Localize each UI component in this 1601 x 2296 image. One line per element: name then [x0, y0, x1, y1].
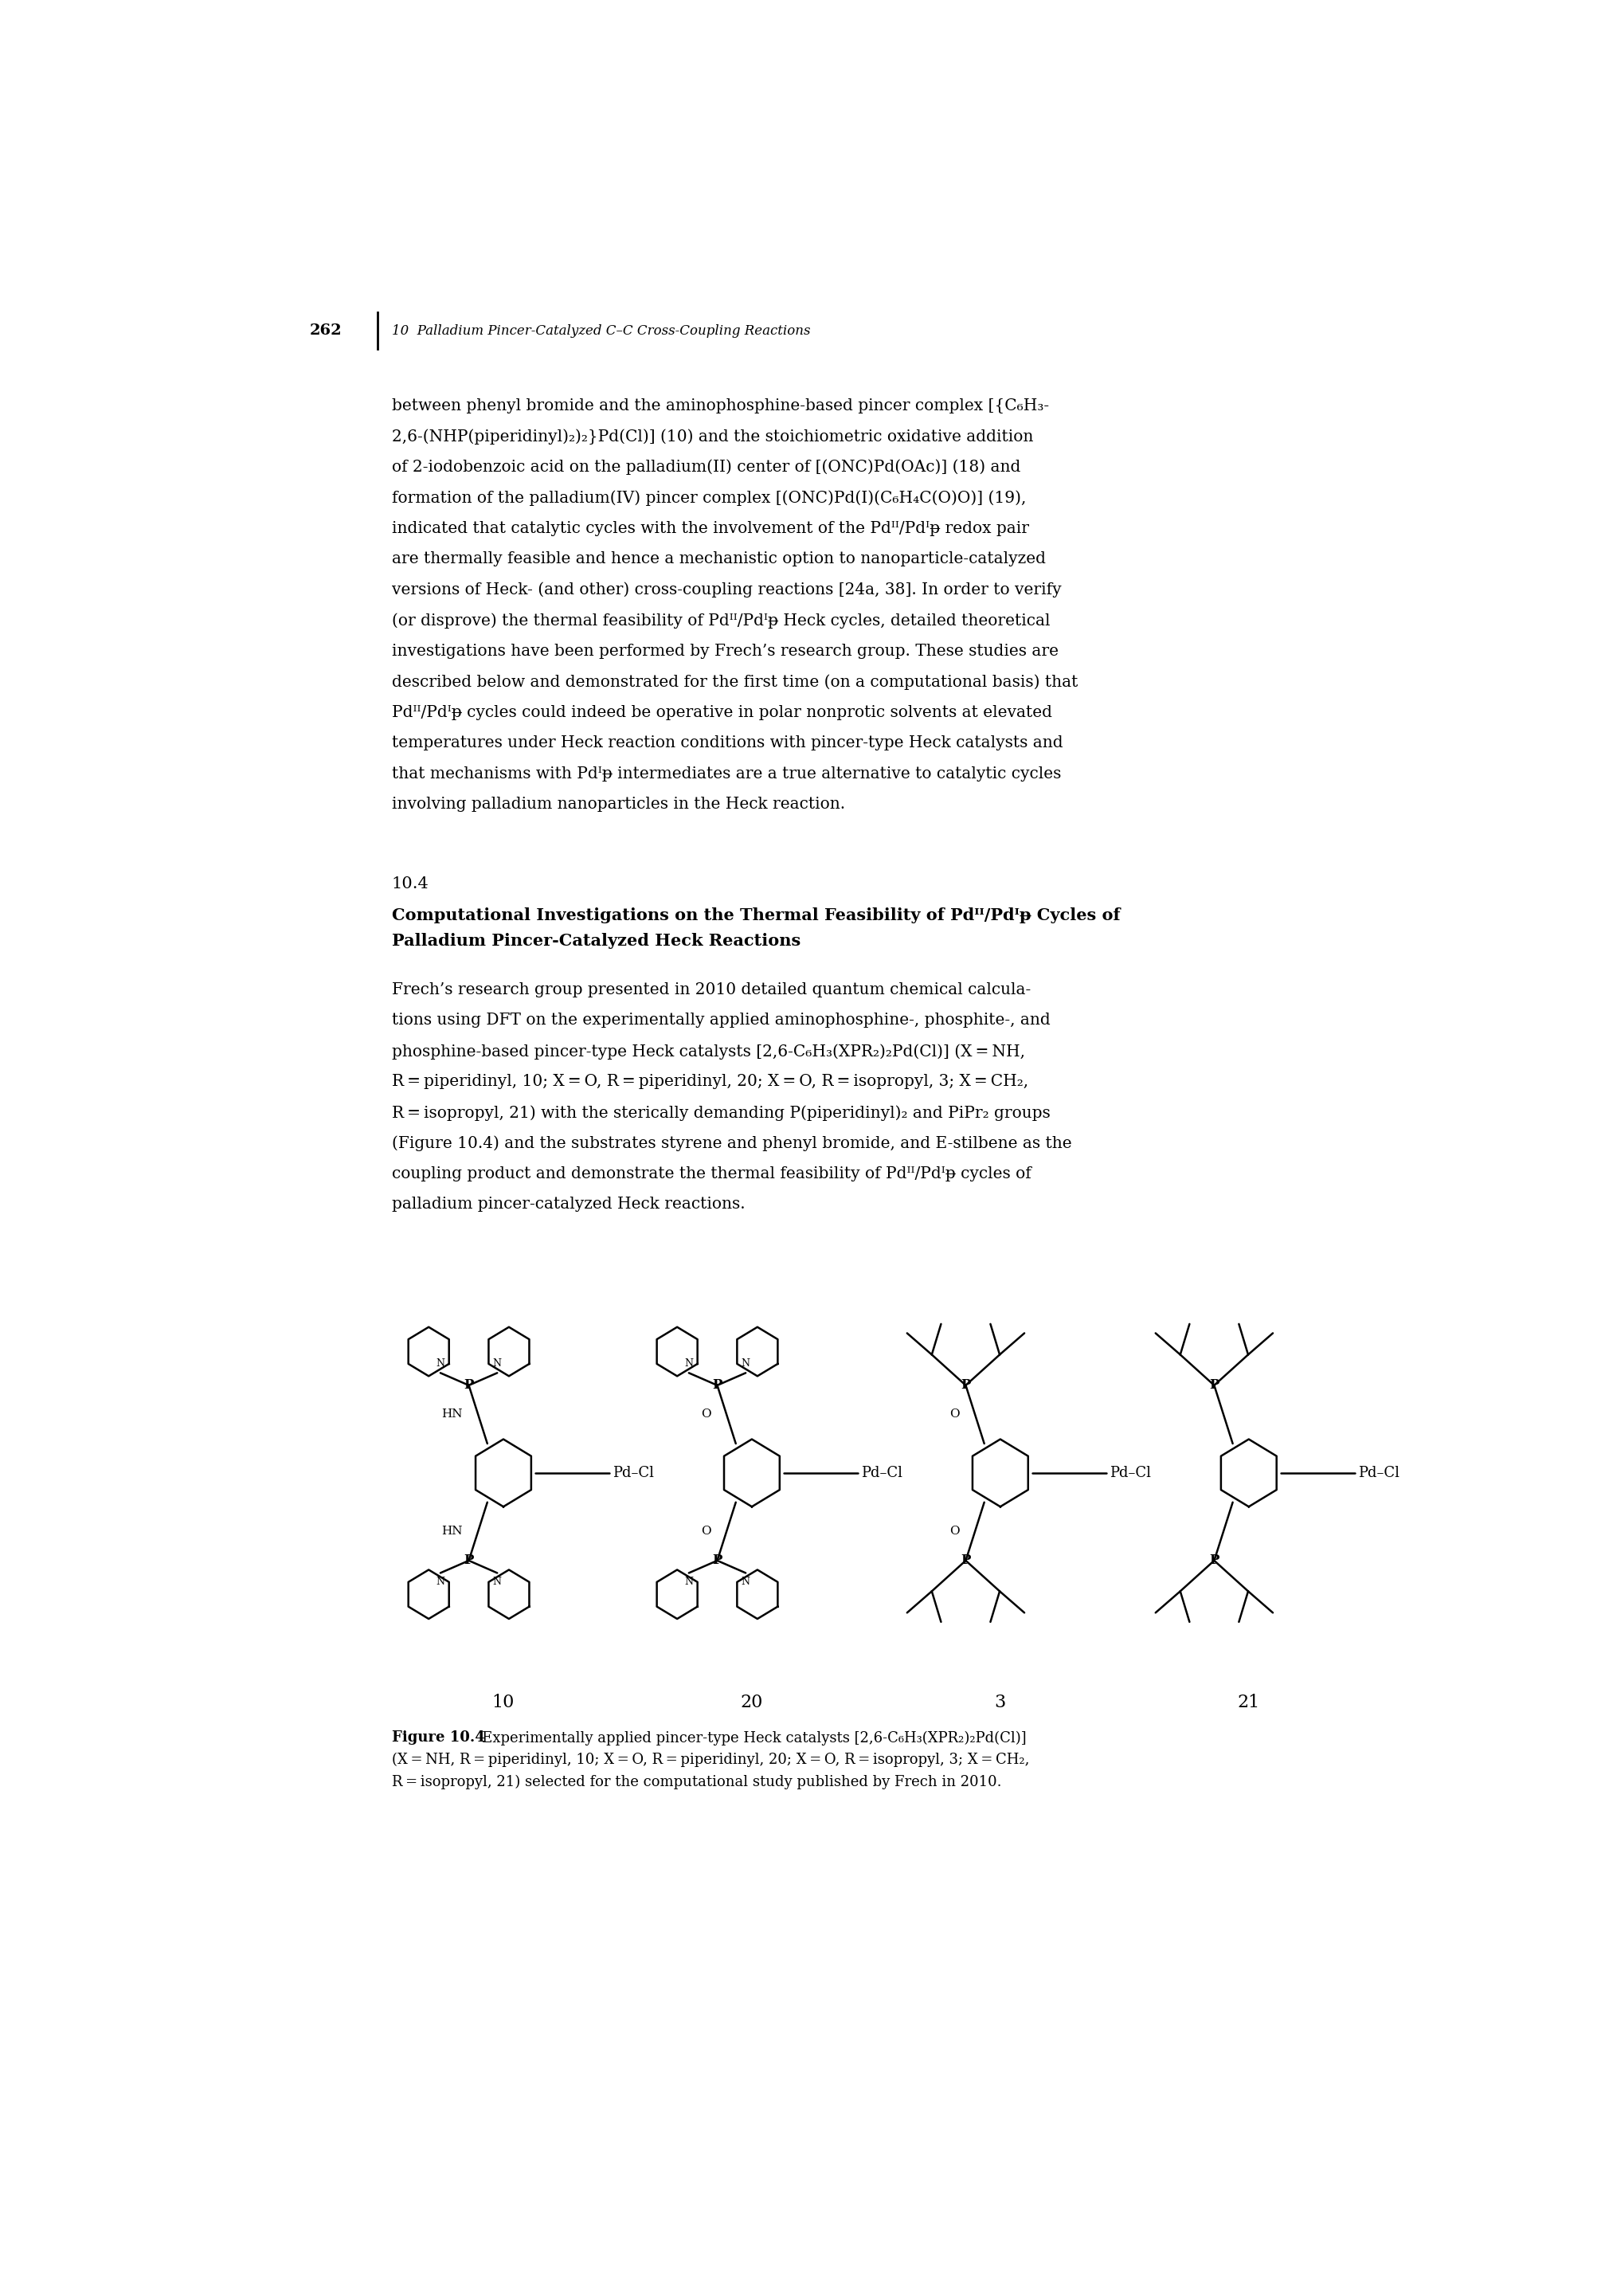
Text: Palladium Pincer-Catalyzed Heck Reactions: Palladium Pincer-Catalyzed Heck Reaction… — [392, 932, 800, 948]
Text: N: N — [685, 1359, 693, 1368]
Text: HN: HN — [442, 1410, 463, 1419]
Text: Pd–Cl: Pd–Cl — [1109, 1465, 1151, 1481]
Text: are thermally feasible and hence a mechanistic option to nanoparticle-catalyzed: are thermally feasible and hence a mecha… — [392, 551, 1045, 567]
Text: N: N — [741, 1577, 749, 1587]
Text: O: O — [949, 1527, 959, 1536]
Text: N: N — [435, 1359, 445, 1368]
Text: Pdᴵᴵ/Pdᴵᵽ cycles could indeed be operative in polar nonprotic solvents at elevat: Pdᴵᴵ/Pdᴵᵽ cycles could indeed be operati… — [392, 705, 1052, 721]
Text: N: N — [741, 1359, 749, 1368]
Text: N: N — [685, 1577, 693, 1587]
Text: R = piperidinyl, 10; X = O, R = piperidinyl, 20; X = O, R = isopropyl, 3; X = CH: R = piperidinyl, 10; X = O, R = piperidi… — [392, 1075, 1028, 1088]
Text: Pd–Cl: Pd–Cl — [1358, 1465, 1399, 1481]
Text: P: P — [712, 1378, 722, 1391]
Text: 10: 10 — [492, 1694, 514, 1711]
Text: P: P — [961, 1378, 970, 1391]
Text: versions of Heck- (and other) cross-coupling reactions [24a, 38]. In order to ve: versions of Heck- (and other) cross-coup… — [392, 583, 1061, 597]
Text: temperatures under Heck reaction conditions with pincer-type Heck catalysts and: temperatures under Heck reaction conditi… — [392, 735, 1063, 751]
Text: O: O — [949, 1410, 959, 1419]
Text: P: P — [1209, 1554, 1218, 1568]
Text: involving palladium nanoparticles in the Heck reaction.: involving palladium nanoparticles in the… — [392, 797, 845, 813]
Text: 2,6-(NHP(piperidinyl)₂)₂}Pd(Cl)] (10) and the stoichiometric oxidative addition: 2,6-(NHP(piperidinyl)₂)₂}Pd(Cl)] (10) an… — [392, 429, 1033, 445]
Text: R = isopropyl, 21) selected for the computational study published by Frech in 20: R = isopropyl, 21) selected for the comp… — [392, 1775, 1001, 1789]
Text: 262: 262 — [309, 324, 343, 338]
Text: 21: 21 — [1238, 1694, 1260, 1711]
Text: N: N — [435, 1577, 445, 1587]
Text: (or disprove) the thermal feasibility of Pdᴵᴵ/Pdᴵᵽ Heck cycles, detailed theoret: (or disprove) the thermal feasibility of… — [392, 613, 1050, 629]
Text: 20: 20 — [741, 1694, 764, 1711]
Text: Frech’s research group presented in 2010 detailed quantum chemical calcula-: Frech’s research group presented in 2010… — [392, 983, 1031, 996]
Text: R = isopropyl, 21) with the sterically demanding P(piperidinyl)₂ and PiPr₂ group: R = isopropyl, 21) with the sterically d… — [392, 1104, 1050, 1120]
Text: N: N — [493, 1359, 501, 1368]
Text: palladium pincer-catalyzed Heck reactions.: palladium pincer-catalyzed Heck reaction… — [392, 1196, 744, 1212]
Text: P: P — [464, 1554, 474, 1568]
Text: Figure 10.4: Figure 10.4 — [392, 1731, 485, 1745]
Text: that mechanisms with Pdᴵᵽ intermediates are a true alternative to catalytic cycl: that mechanisms with Pdᴵᵽ intermediates … — [392, 767, 1061, 781]
Text: coupling product and demonstrate the thermal feasibility of Pdᴵᴵ/Pdᴵᵽ cycles of: coupling product and demonstrate the the… — [392, 1166, 1031, 1182]
Text: P: P — [1209, 1378, 1218, 1391]
Text: P: P — [961, 1554, 970, 1568]
Text: 10  Palladium Pincer-Catalyzed C–C Cross-Coupling Reactions: 10 Palladium Pincer-Catalyzed C–C Cross-… — [392, 324, 810, 338]
Text: formation of the palladium(IV) pincer complex [(ONC)Pd(I)(C₆H₄C(O)O)] (19),: formation of the palladium(IV) pincer co… — [392, 491, 1026, 505]
Text: P: P — [464, 1378, 474, 1391]
Text: indicated that catalytic cycles with the involvement of the Pdᴵᴵ/Pdᴵᵽ redox pair: indicated that catalytic cycles with the… — [392, 521, 1029, 535]
Text: 3: 3 — [994, 1694, 1005, 1711]
Text: (X = NH, R = piperidinyl, 10; X = O, R = piperidinyl, 20; X = O, R = isopropyl, : (X = NH, R = piperidinyl, 10; X = O, R =… — [392, 1752, 1029, 1768]
Text: 10.4: 10.4 — [392, 877, 429, 891]
Text: phosphine-based pincer-type Heck catalysts [2,6-C₆H₃(XPR₂)₂Pd(Cl)] (X = NH,: phosphine-based pincer-type Heck catalys… — [392, 1045, 1025, 1058]
Text: P: P — [712, 1554, 722, 1568]
Text: tions using DFT on the experimentally applied aminophosphine-, phosphite-, and: tions using DFT on the experimentally ap… — [392, 1013, 1050, 1029]
Text: Computational Investigations on the Thermal Feasibility of Pdᴵᴵ/Pdᴵᵽ Cycles of: Computational Investigations on the Ther… — [392, 907, 1121, 923]
Text: between phenyl bromide and the aminophosphine-based pincer complex [{C₆H₃-: between phenyl bromide and the aminophos… — [392, 397, 1049, 413]
Text: described below and demonstrated for the first time (on a computational basis) t: described below and demonstrated for the… — [392, 675, 1077, 689]
Text: O: O — [701, 1410, 711, 1419]
Text: HN: HN — [442, 1527, 463, 1536]
Text: (Figure 10.4) and the substrates styrene and phenyl bromide, and E-stilbene as t: (Figure 10.4) and the substrates styrene… — [392, 1137, 1071, 1150]
Text: O: O — [701, 1527, 711, 1536]
Text: Experimentally applied pincer-type Heck catalysts [2,6-C₆H₃(XPR₂)₂Pd(Cl)]: Experimentally applied pincer-type Heck … — [469, 1731, 1026, 1745]
Text: of 2-iodobenzoic acid on the palladium(II) center of [(ONC)Pd(OAc)] (18) and: of 2-iodobenzoic acid on the palladium(I… — [392, 459, 1020, 475]
Text: Pd–Cl: Pd–Cl — [613, 1465, 655, 1481]
Text: Pd–Cl: Pd–Cl — [861, 1465, 903, 1481]
Text: investigations have been performed by Frech’s research group. These studies are: investigations have been performed by Fr… — [392, 643, 1058, 659]
Text: N: N — [493, 1577, 501, 1587]
